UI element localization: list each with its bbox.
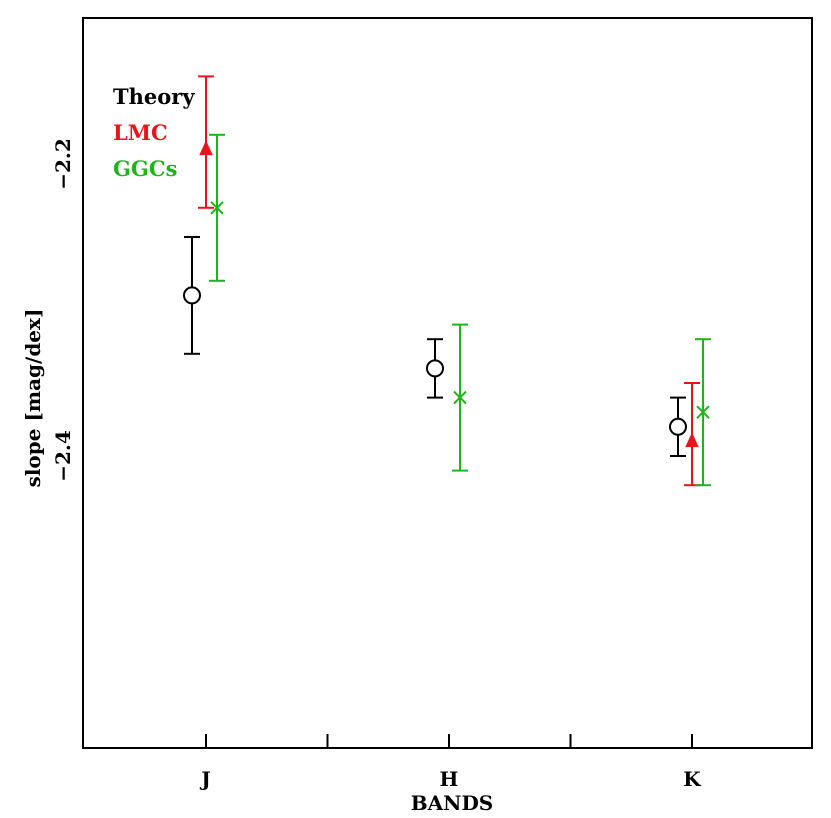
x-axis-ticks	[205, 734, 693, 748]
theory-point-K	[669, 417, 687, 436]
x-tick-label: K	[683, 767, 701, 791]
legend: Theory LMC GGCs	[113, 84, 195, 181]
theory-point-H	[426, 359, 444, 378]
lmc-point-J	[199, 140, 213, 156]
ggcs-cross-b-J	[210, 201, 224, 215]
x-tick-label: H	[440, 767, 459, 791]
plot-frame	[82, 17, 813, 749]
y-axis-tick-labels: −2.4 −2.2	[51, 138, 75, 482]
theory-point-J	[183, 286, 201, 305]
x-tick-label: J	[199, 767, 210, 791]
ggcs-cross-b-H	[453, 390, 467, 405]
y-tick-label: −2.2	[51, 138, 75, 190]
ggcs-cross-b-K	[696, 405, 710, 419]
ggcs-point-J	[210, 201, 224, 215]
lmc-point-K	[685, 432, 699, 448]
ggcs-point-H	[453, 390, 467, 405]
y-tick-label: −2.4	[51, 430, 75, 482]
legend-entry-ggcs: GGCs	[113, 156, 177, 181]
data-marks	[183, 75, 711, 487]
x-axis-label: BANDS	[411, 791, 494, 815]
ggcs-point-K	[696, 405, 710, 419]
legend-entry-theory: Theory	[113, 84, 195, 109]
y-axis-label: slope [mag/dex]	[21, 309, 45, 488]
legend-entry-lmc: LMC	[113, 120, 168, 145]
